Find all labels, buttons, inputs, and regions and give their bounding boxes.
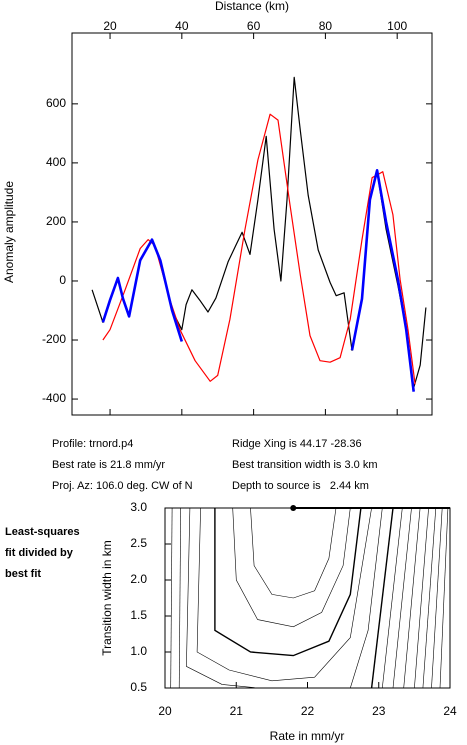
x-axis-title: Distance (km) xyxy=(215,0,289,13)
y-tick-label: 1.5 xyxy=(130,608,147,622)
y-tick-label: 0.5 xyxy=(130,680,147,694)
x-tick-label: 24 xyxy=(443,704,457,718)
side-label: fit divided by xyxy=(5,547,74,559)
x-tick-label: 80 xyxy=(319,19,333,33)
y-tick-label: 1.0 xyxy=(130,644,147,658)
contour-line xyxy=(232,507,351,628)
contour-line xyxy=(250,507,337,599)
y-tick-label: 3.0 xyxy=(130,500,147,514)
contour-line xyxy=(382,507,403,689)
x-tick-label: 20 xyxy=(158,704,172,718)
x-tick-label: 20 xyxy=(103,19,117,33)
best-fit-point xyxy=(290,505,297,511)
annotation: Best transition width is 3.0 km xyxy=(232,459,378,471)
contour-line xyxy=(431,507,443,689)
contour-line xyxy=(392,507,412,689)
y-axis-title: Anomaly amplitude xyxy=(2,181,16,283)
plot-frame xyxy=(71,32,433,416)
y-tick-label: 2.5 xyxy=(130,536,147,550)
contour-line xyxy=(422,507,437,689)
x-tick-label: 60 xyxy=(247,19,261,33)
x-tick-label: 23 xyxy=(372,704,386,718)
annotation: Profile: trnord.p4 xyxy=(52,438,133,450)
y-tick-label: 0 xyxy=(59,273,66,287)
contour-line xyxy=(170,507,173,689)
x-tick-label: 22 xyxy=(301,704,315,718)
y-axis-title: Transition width in km xyxy=(100,540,114,656)
contour-line xyxy=(178,507,181,689)
annotation: Best rate is 21.8 mm/yr xyxy=(52,459,165,471)
contour-line xyxy=(214,507,362,657)
contour-line xyxy=(186,507,258,689)
contour-line xyxy=(439,507,449,689)
y-tick-label: 2.0 xyxy=(130,572,147,586)
x-tick-label: 100 xyxy=(387,19,407,33)
x-axis-title: Rate in mm/yr xyxy=(270,729,345,743)
contour-line xyxy=(350,507,383,689)
y-tick-label: 400 xyxy=(46,155,66,169)
annotation: Proj. Az: 106.0 deg. CW of N xyxy=(52,480,193,492)
data-line xyxy=(91,76,427,391)
side-label: best fit xyxy=(5,568,41,580)
x-tick-label: 40 xyxy=(175,19,189,33)
x-tick-label: 21 xyxy=(230,704,244,718)
annotation: Depth to source is 2.44 km xyxy=(232,480,369,492)
contour-line xyxy=(370,507,394,689)
contour-line xyxy=(196,507,372,682)
plot-frame xyxy=(164,507,451,689)
data-line xyxy=(102,113,416,385)
contour-line xyxy=(414,507,429,689)
y-tick-label: -200 xyxy=(42,332,66,346)
y-tick-label: 600 xyxy=(46,96,66,110)
annotation: Ridge Xing is 44.17 -28.36 xyxy=(232,438,362,450)
data-line xyxy=(101,169,415,392)
contour-line xyxy=(403,507,421,689)
side-label: Least-squares xyxy=(5,526,80,538)
y-tick-label: -400 xyxy=(42,391,66,405)
y-tick-label: 200 xyxy=(46,214,66,228)
